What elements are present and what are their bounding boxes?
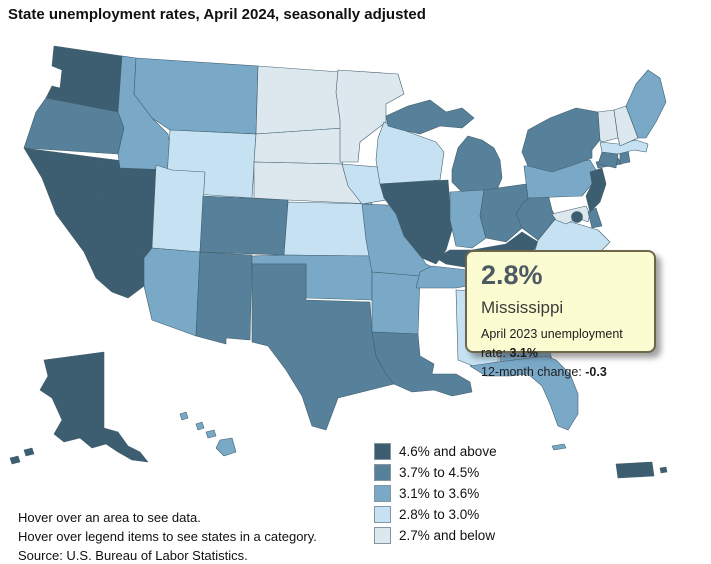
tooltip-prev-label: April 2023 unemployment rate: [481,327,623,360]
state-AZ[interactable] [143,247,201,337]
state-PR[interactable] [615,461,655,479]
tooltip-change-line: 12-month change: -0.3 [481,363,644,382]
state-NH[interactable] [613,105,639,147]
state-NJ[interactable] [585,167,607,213]
state-MI[interactable] [385,99,475,135]
legend-label-cat4: 3.7% to 4.5% [399,465,480,480]
state-HI[interactable] [215,437,237,457]
tooltip-prev-line: April 2023 unemployment rate: 3.1% [481,325,644,363]
state-NM[interactable] [195,251,253,345]
state-AK[interactable] [9,455,21,465]
state-ND[interactable] [255,65,345,135]
note-hover-legend: Hover over legend items to see states in… [18,529,317,544]
state-AK[interactable] [23,447,35,457]
state-FL[interactable] [469,355,579,431]
state-FL[interactable] [551,443,567,451]
legend-label-cat2: 2.8% to 3.0% [399,507,480,522]
state-AK[interactable] [39,351,149,463]
state-PR[interactable] [659,466,668,474]
state-MN[interactable] [335,69,405,163]
state-HI[interactable] [179,411,189,421]
legend-label-cat1: 2.7% and below [399,528,496,543]
state-HI[interactable] [205,429,217,439]
state-LA[interactable] [371,331,473,397]
legend-label-cat5: 4.6% and above [399,444,497,459]
state-KS[interactable] [283,201,373,257]
map-tooltip: 2.8% Mississippi April 2023 unemployment… [465,250,656,379]
state-NY[interactable] [521,107,601,173]
legend-swatch-cat4 [374,464,391,481]
tooltip-prev-value: 3.1% [509,346,539,360]
legend-swatch-cat3 [374,485,391,502]
legend-item-cat4[interactable]: 3.7% to 4.5% [374,464,497,481]
map-legend: 4.6% and above 3.7% to 4.5% 3.1% to 3.6% 2.… [374,443,497,548]
legend-swatch-cat1 [374,527,391,544]
state-UT[interactable] [151,164,206,253]
state-HI[interactable] [195,421,205,431]
state-MD[interactable] [551,205,591,225]
note-hover-area: Hover over an area to see data. [18,510,201,525]
state-ME[interactable] [625,69,667,139]
tooltip-state-name: Mississippi [481,298,564,317]
state-AR[interactable] [371,271,421,335]
footer-notes: Hover over an area to see data. Hover ov… [18,508,317,564]
page-title: State unemployment rates, April 2024, se… [8,6,426,23]
legend-item-cat5[interactable]: 4.6% and above [374,443,497,460]
legend-item-cat2[interactable]: 2.8% to 3.0% [374,506,497,523]
tooltip-change-label: 12-month change: [481,365,582,379]
state-CO[interactable] [199,195,289,256]
state-DE[interactable] [587,207,603,229]
state-DC[interactable] [571,211,583,223]
tooltip-rate: 2.8% [481,260,543,290]
source-note: Source: U.S. Bureau of Labor Statistics. [18,548,248,563]
state-VT[interactable] [597,109,619,143]
tooltip-change-value: -0.3 [585,365,607,379]
legend-item-cat1[interactable]: 2.7% and below [374,527,497,544]
state-MI[interactable] [451,135,503,199]
legend-label-cat3: 3.1% to 3.6% [399,486,480,501]
legend-swatch-cat5 [374,443,391,460]
state-SD[interactable] [253,127,351,165]
state-TX[interactable] [251,263,395,431]
legend-swatch-cat2 [374,506,391,523]
legend-item-cat3[interactable]: 3.1% to 3.6% [374,485,497,502]
